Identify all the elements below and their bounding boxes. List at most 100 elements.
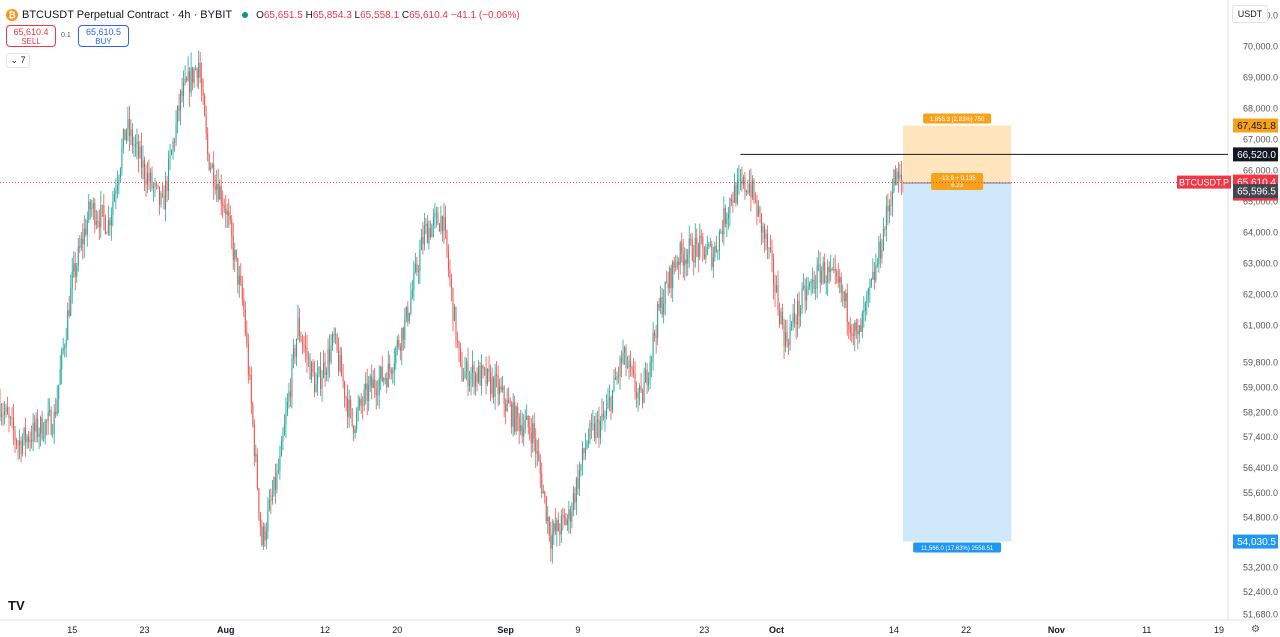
candle-body xyxy=(204,95,206,116)
candle-body xyxy=(270,499,272,501)
sell-button[interactable]: 65,610.4 SELL xyxy=(6,25,56,47)
candle-body xyxy=(812,279,814,282)
candle-body xyxy=(0,403,1,417)
candle-body xyxy=(768,247,770,249)
candle-body xyxy=(317,374,319,385)
candle-body xyxy=(157,184,159,187)
indicators-toggle[interactable]: ⌄ 7 xyxy=(6,53,30,68)
candle-body xyxy=(721,231,723,235)
candle-body xyxy=(429,228,431,237)
candle-body xyxy=(438,224,440,232)
candle-body xyxy=(94,203,96,225)
candle-body xyxy=(338,350,340,371)
y-tick-label: 59,000.0 xyxy=(1243,383,1278,393)
candle-body xyxy=(714,245,716,258)
buy-button[interactable]: 65,610.5 BUY xyxy=(78,25,129,47)
candle-body xyxy=(885,205,887,230)
candle-body xyxy=(52,433,54,435)
settings-gear-icon[interactable]: ⚙ xyxy=(1251,624,1260,635)
y-tick-label: 66,000.0 xyxy=(1243,166,1278,176)
candle-body xyxy=(881,250,883,259)
candle-body xyxy=(101,205,103,206)
candle-body xyxy=(356,411,358,430)
candle-body xyxy=(41,417,43,439)
candle-body xyxy=(637,392,639,398)
candle-body xyxy=(31,439,33,442)
candle-body xyxy=(595,422,597,439)
candle-body xyxy=(709,244,711,246)
candle-body xyxy=(6,407,9,414)
candle-body xyxy=(282,435,284,441)
candle-body xyxy=(11,417,13,419)
candle-body xyxy=(741,179,743,185)
candle-body xyxy=(377,394,379,396)
candle-body xyxy=(569,509,571,522)
candle-body xyxy=(169,154,171,159)
currency-selector[interactable]: USDT xyxy=(1232,5,1268,23)
candle-body xyxy=(484,368,486,370)
candle-body xyxy=(444,216,446,231)
symbol-tag: BTCUSDT.P xyxy=(1179,178,1229,188)
candle-body xyxy=(524,419,526,429)
candle-body xyxy=(613,377,615,391)
candle-body xyxy=(515,406,517,432)
candle-body xyxy=(298,317,301,337)
candle-body xyxy=(265,531,267,541)
candle-body xyxy=(401,328,403,351)
candle-body xyxy=(557,520,559,531)
candle-body xyxy=(405,307,407,319)
candle-body xyxy=(178,105,180,111)
candle-body xyxy=(506,399,508,411)
symbol-header[interactable]: ₿ BTCUSDT Perpetual Contract · 4h · BYBI… xyxy=(6,7,520,23)
candle-body xyxy=(864,302,866,312)
candle-body xyxy=(300,336,302,341)
candle-body xyxy=(727,213,729,219)
candle-body xyxy=(459,349,462,362)
candle-body xyxy=(198,62,200,78)
y-tick-label: 56,400.0 xyxy=(1243,463,1278,473)
candle-body xyxy=(410,297,412,314)
candle-body xyxy=(100,205,102,228)
candle-body xyxy=(818,264,820,266)
candle-body xyxy=(894,169,896,186)
candle-body xyxy=(420,237,422,251)
candle-body xyxy=(434,213,436,218)
candle-body xyxy=(151,172,153,188)
candle-body xyxy=(625,347,627,368)
candle-body xyxy=(64,346,66,349)
candle-body xyxy=(801,287,803,309)
candle-body xyxy=(461,361,463,381)
candle-body xyxy=(527,415,529,428)
candle-body xyxy=(518,416,520,432)
candle-body xyxy=(473,365,475,387)
candle-body xyxy=(819,264,821,283)
candle-body xyxy=(259,513,261,527)
candle-body xyxy=(810,281,812,284)
candle-body xyxy=(617,375,620,377)
candle-body xyxy=(575,478,577,503)
candle-body xyxy=(219,186,221,200)
y-tick-label: 51,680.0 xyxy=(1243,609,1278,619)
candle-body xyxy=(849,325,851,333)
candle-body xyxy=(732,200,734,203)
candle-body xyxy=(115,190,117,195)
candle-body xyxy=(505,403,507,411)
candle-body xyxy=(95,221,97,225)
candle-body xyxy=(104,216,106,234)
y-tick-label: 62,000.0 xyxy=(1243,290,1278,300)
candle-body xyxy=(622,352,624,363)
candle-body xyxy=(241,282,243,300)
candle-body xyxy=(888,205,890,212)
candle-body xyxy=(229,215,231,221)
candle-body xyxy=(214,186,216,190)
candle-body xyxy=(419,250,421,272)
candle-body xyxy=(28,436,30,443)
candle-body xyxy=(384,378,386,380)
y-tick-label: 65,000.0 xyxy=(1243,197,1278,207)
candle-body xyxy=(344,381,346,398)
symbol-title[interactable]: BTCUSDT Perpetual Contract · 4h · BYBIT xyxy=(22,9,233,21)
candle-body xyxy=(852,334,854,336)
candle-body xyxy=(499,386,501,395)
candle-body xyxy=(651,356,653,362)
